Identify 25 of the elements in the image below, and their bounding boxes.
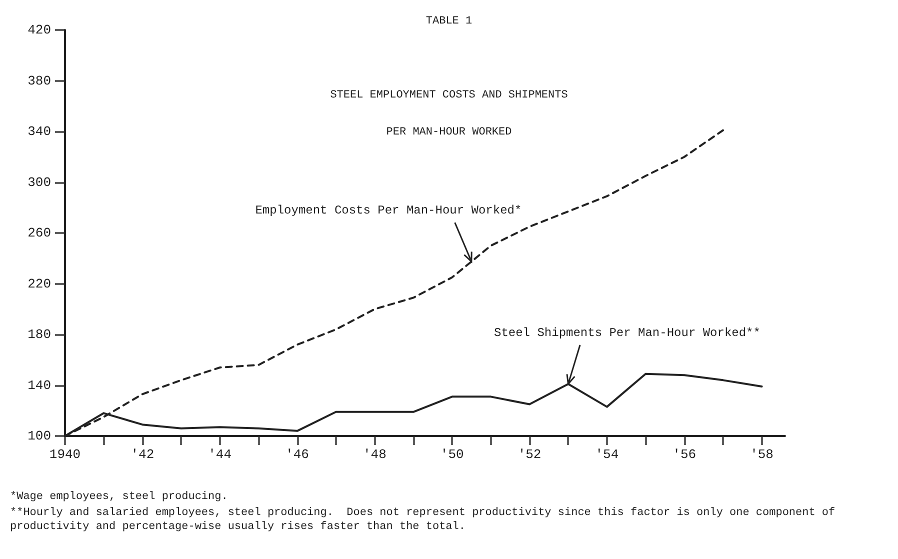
y-tick-label: 180 [28,327,51,342]
text: STEEL EMPLOYMENT COSTS AND SHIPMENTS PER MAN-HOUR WORKED [330,90,568,138]
x-tick-label: '44 [208,447,232,462]
y-tick-label: 260 [28,226,51,240]
y-tick-label: 300 [28,174,51,190]
y-tick-label: 100 [28,428,51,444]
y-tick-label: 420 [28,22,51,38]
y-tick-label: 140 [28,378,51,393]
x-tick-label: '58 [750,447,774,462]
x-tick-label: 1940 [49,447,81,462]
text: *Wage employees, steel producing. [10,491,228,503]
x-tick-label: '56 [672,447,696,462]
y-tick-label: 380 [28,73,51,88]
x-tick-label: '48 [362,447,386,462]
chart-title: TABLE 1 [426,16,472,28]
y-tick-label: 340 [28,124,51,139]
x-tick-label: '46 [286,447,309,462]
x-tick-label: '54 [595,447,619,462]
x-tick-label: '50 [440,447,464,462]
series-label: Employment Costs Per Man-Hour Worked* [255,204,522,218]
text: **Hourly and salaried employees, steel producing. Does not represent productivity since this factor is only one component of productivity and percentage-wise usually rises faster than the total. [10,507,842,533]
text: Steel Shipments Per Man-Hour Worked** [494,326,760,340]
y-tick-label: 220 [28,276,51,292]
x-tick-label: '52 [518,447,542,462]
x-tick-label: '42 [130,447,154,462]
